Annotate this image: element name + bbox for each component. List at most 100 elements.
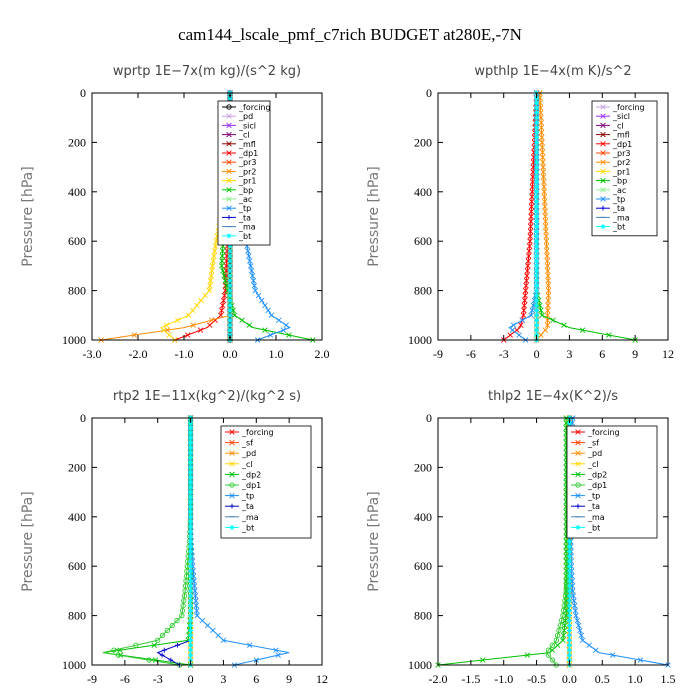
data-point_bt bbox=[534, 312, 539, 318]
data-point_pr2 bbox=[543, 233, 549, 239]
data-point_bt bbox=[534, 194, 539, 200]
legend-label: _tp bbox=[238, 204, 251, 213]
legend-marker bbox=[575, 439, 581, 446]
data-point_pr2 bbox=[542, 213, 549, 220]
data-point_dp1 bbox=[526, 248, 532, 254]
panel-title: wprtp 1E−7x(m kg)/(s^2 kg) bbox=[113, 64, 301, 79]
data-point_dp2 bbox=[560, 632, 567, 639]
data-point_bt bbox=[188, 519, 193, 525]
data-point_tp bbox=[251, 282, 258, 289]
data-point_dp1 bbox=[507, 332, 514, 338]
legend-label: _ac bbox=[612, 186, 626, 195]
data-point_bt bbox=[534, 288, 539, 293]
x-tick-label: -6 bbox=[466, 347, 476, 361]
series-line_ta bbox=[156, 418, 192, 666]
data-point_bt bbox=[567, 647, 572, 653]
data-point_dp1 bbox=[524, 273, 530, 279]
data-point_tp bbox=[191, 583, 198, 589]
y-tick-label: 0 bbox=[80, 86, 86, 100]
legend-label: _ta bbox=[587, 502, 600, 511]
data-point_tp bbox=[569, 573, 575, 579]
data-point_bt bbox=[567, 548, 572, 554]
data-point_dp1 bbox=[529, 189, 535, 195]
data-point_bt bbox=[567, 553, 572, 559]
legend-label: _forcing bbox=[612, 103, 645, 112]
data-point_bt bbox=[188, 608, 193, 614]
data-point_bt bbox=[188, 430, 193, 436]
data-point_pr2 bbox=[538, 119, 544, 126]
data-point_bt bbox=[188, 534, 193, 539]
data-point_bt bbox=[567, 603, 572, 609]
x-tick-label: 1.0 bbox=[269, 347, 284, 361]
data-point_dp1 bbox=[549, 642, 555, 648]
data-point_bt bbox=[188, 544, 193, 549]
x-tick-label: -3 bbox=[499, 347, 509, 361]
data-point_bt bbox=[534, 283, 539, 289]
y-tick-label: 400 bbox=[68, 185, 86, 199]
data-point_bt bbox=[188, 539, 193, 544]
y-tick-label: 200 bbox=[414, 135, 432, 149]
data-point_tp bbox=[578, 632, 584, 639]
legend-marker bbox=[229, 503, 235, 509]
data-point_pr1 bbox=[209, 268, 215, 274]
data-point_dp1 bbox=[523, 278, 530, 284]
data-point_bt bbox=[567, 578, 572, 584]
x-tick-label: -2.0 bbox=[129, 347, 148, 361]
data-point_bt bbox=[534, 130, 539, 135]
data-point_bt bbox=[534, 154, 539, 160]
legend: _forcing_pd_sicl_cl_mfl_dp1_pr3_pr2_pr1_… bbox=[217, 100, 271, 246]
data-point_bp bbox=[246, 322, 253, 328]
panel-title: rtp2 1E−11x(kg^2)/(kg^2 s) bbox=[113, 389, 301, 404]
data-point_dp1 bbox=[553, 637, 559, 643]
data-point_tp bbox=[592, 647, 599, 653]
legend-marker bbox=[229, 429, 235, 435]
panel-title: wpthlp 1E−4x(m K)/s^2 bbox=[474, 64, 631, 79]
data-point_dp1 bbox=[528, 208, 535, 215]
data-point_bt bbox=[188, 613, 193, 618]
plot-frame bbox=[437, 92, 669, 341]
data-point_tp bbox=[572, 607, 579, 614]
data-point_dp1 bbox=[220, 297, 227, 304]
legend-marker bbox=[226, 168, 232, 175]
data-point_pr2 bbox=[190, 322, 196, 328]
legend-marker bbox=[600, 104, 606, 110]
data-point_bt bbox=[188, 568, 193, 574]
y-tick-label: 400 bbox=[414, 185, 432, 199]
data-point_dp2 bbox=[560, 637, 566, 644]
data-point_tp bbox=[510, 322, 517, 328]
data-point_pr2 bbox=[538, 110, 544, 116]
data-point_dp1 bbox=[524, 268, 531, 274]
y-tick-label: 1000 bbox=[408, 658, 432, 672]
data-point_dp1 bbox=[529, 179, 536, 185]
x-tick-label: 9 bbox=[632, 347, 638, 361]
data-point_tp bbox=[193, 603, 199, 609]
data-point_bt bbox=[188, 529, 193, 535]
data-point_bt bbox=[227, 243, 233, 249]
data-point_bt bbox=[188, 598, 193, 604]
y-tick-label: 800 bbox=[414, 284, 432, 298]
data-point_pr1 bbox=[174, 317, 181, 323]
x-tick-label: 0 bbox=[188, 672, 194, 686]
data-point_bt bbox=[188, 628, 193, 633]
data-point_tp bbox=[194, 612, 200, 619]
data-point_pr2 bbox=[540, 159, 546, 165]
data-point_bt bbox=[567, 573, 572, 579]
chart-panel-2: wpthlp 1E−4x(m K)/s^2 Pressure [hPa] -9 -6 -… bbox=[366, 64, 674, 361]
y-tick-label: 1000 bbox=[408, 333, 432, 347]
data-point_pr1 bbox=[208, 273, 214, 279]
data-point_tp bbox=[516, 332, 522, 338]
data-point_bt bbox=[534, 248, 539, 254]
data-point_pr2 bbox=[539, 144, 545, 151]
legend-marker bbox=[575, 482, 581, 488]
data-point_bt bbox=[188, 445, 193, 451]
data-point_dp1 bbox=[179, 608, 186, 614]
y-tick-label: 200 bbox=[68, 135, 86, 149]
data-point_ta bbox=[161, 647, 167, 653]
data-point_tp bbox=[259, 297, 265, 304]
data-point_tp bbox=[509, 327, 516, 333]
data-point_bt bbox=[188, 499, 193, 505]
data-point_tp bbox=[528, 312, 534, 319]
data-point_bt bbox=[188, 440, 193, 446]
data-point_tp bbox=[220, 637, 227, 644]
data-point_dp1 bbox=[521, 302, 528, 309]
